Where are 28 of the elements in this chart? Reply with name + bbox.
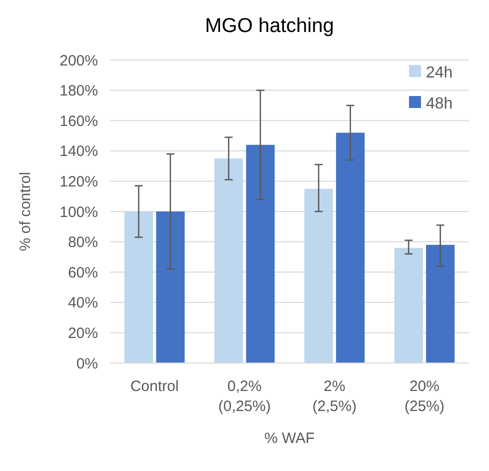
y-tick-label: 60% bbox=[68, 264, 98, 282]
legend-label: 48h bbox=[426, 96, 453, 113]
x-axis-title: % WAF bbox=[264, 430, 315, 447]
bar bbox=[246, 144, 275, 363]
y-tick-label: 140% bbox=[60, 143, 98, 160]
x-tick-label: 2% (2,5%) bbox=[312, 378, 357, 415]
bar bbox=[156, 212, 185, 363]
y-tick-label: 180% bbox=[60, 82, 98, 100]
x-tick-label: 0,2% (0,25%) bbox=[218, 378, 271, 415]
x-tick-label: Control bbox=[130, 378, 179, 395]
y-tick-label: 160% bbox=[60, 112, 98, 130]
y-tick-label: 100% bbox=[60, 204, 98, 221]
bar bbox=[214, 158, 243, 363]
y-tick-label: 200% bbox=[60, 52, 98, 70]
bar bbox=[426, 244, 455, 363]
chart-title: MGO hatching bbox=[205, 15, 334, 37]
bar bbox=[336, 132, 365, 363]
legend-label: 24h bbox=[426, 64, 453, 82]
bar bbox=[394, 248, 423, 363]
y-tick-label: 40% bbox=[68, 294, 98, 312]
bar bbox=[124, 212, 153, 363]
y-tick-label: 80% bbox=[68, 234, 98, 252]
y-tick-label: 20% bbox=[68, 324, 98, 342]
x-tick-label: 20% (25%) bbox=[404, 378, 444, 415]
y-tick-label: 0% bbox=[76, 355, 98, 372]
y-tick-label: 120% bbox=[60, 173, 98, 190]
y-axis-title: % of control bbox=[17, 172, 34, 252]
bar bbox=[304, 188, 333, 363]
